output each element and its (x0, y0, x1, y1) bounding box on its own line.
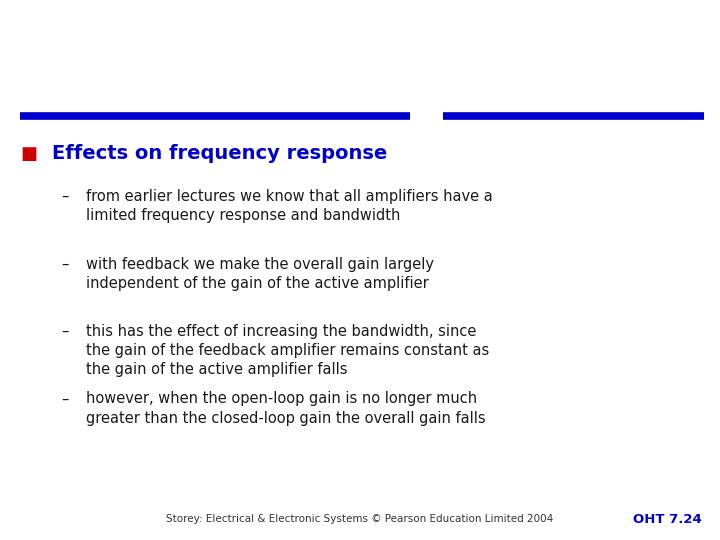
Text: –: – (61, 256, 68, 272)
Text: OHT 7.24: OHT 7.24 (634, 513, 702, 526)
Text: with feedback we make the overall gain largely
independent of the gain of the ac: with feedback we make the overall gain l… (86, 256, 434, 291)
Text: –: – (61, 189, 68, 204)
Text: from earlier lectures we know that all amplifiers have a
limited frequency respo: from earlier lectures we know that all a… (86, 189, 493, 223)
Text: however, when the open-loop gain is no longer much
greater than the closed-loop : however, when the open-loop gain is no l… (86, 392, 486, 426)
Text: ■: ■ (20, 145, 37, 163)
Text: Effects on frequency response: Effects on frequency response (52, 144, 387, 164)
Text: –: – (61, 392, 68, 407)
Text: –: – (61, 324, 68, 339)
Text: Storey: Electrical & Electronic Systems © Pearson Education Limited 2004: Storey: Electrical & Electronic Systems … (166, 515, 554, 524)
Text: this has the effect of increasing the bandwidth, since
the gain of the feedback : this has the effect of increasing the ba… (86, 324, 490, 377)
